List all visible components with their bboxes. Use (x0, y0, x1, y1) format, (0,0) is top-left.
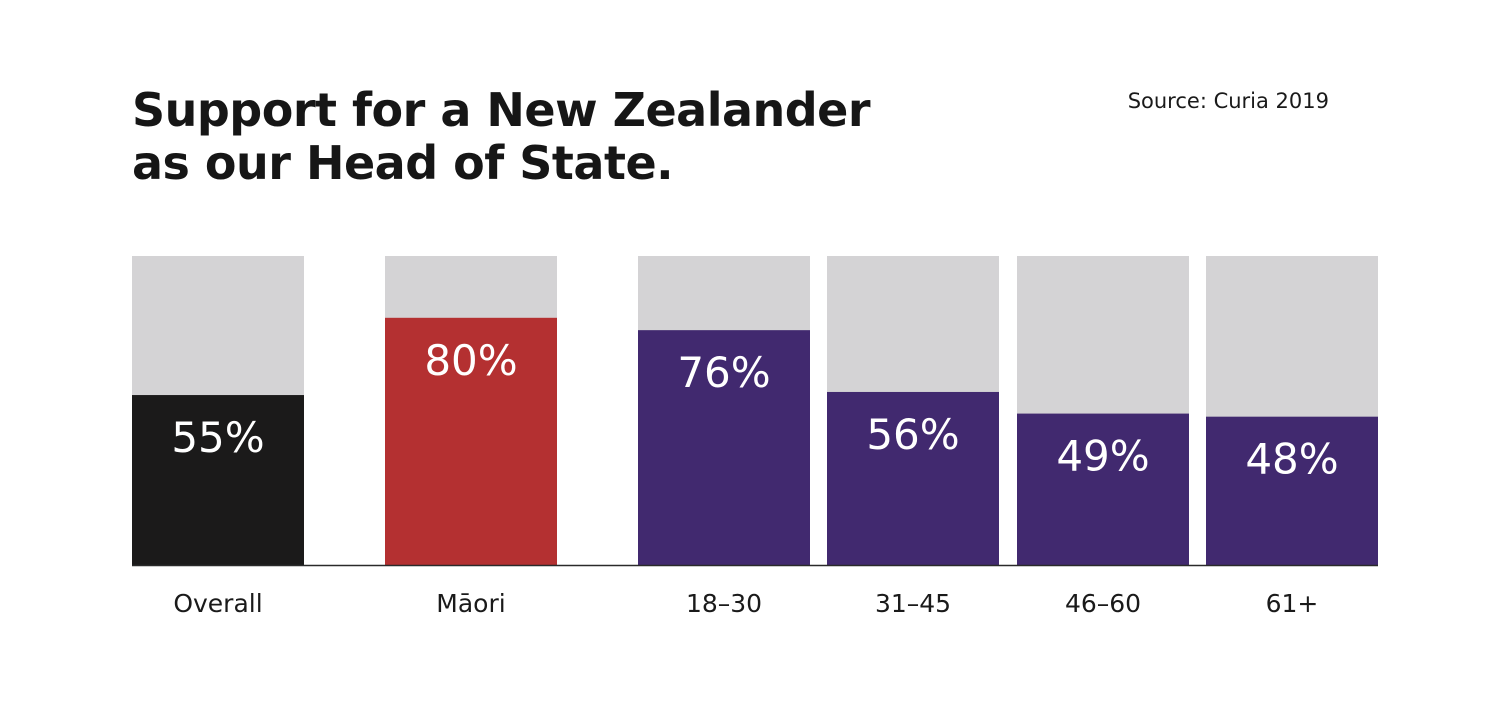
value-label-5: 48% (1245, 435, 1338, 484)
value-label-4: 49% (1056, 432, 1149, 481)
bar-4 (1017, 413, 1189, 565)
category-label-0: Overall (173, 589, 262, 618)
value-label-3: 56% (866, 410, 959, 459)
category-label-5: 61+ (1266, 589, 1319, 618)
category-label-1: Māori (436, 589, 505, 618)
bar-5 (1206, 416, 1378, 565)
chart-title: Support for a New Zealander as our Head … (132, 83, 871, 190)
category-label-3: 31–45 (875, 589, 951, 618)
value-label-1: 80% (424, 336, 517, 385)
category-label-2: 18–30 (686, 589, 762, 618)
chart-title-line-2: as our Head of State. (132, 136, 674, 190)
bar-0 (132, 395, 304, 565)
bar-3 (827, 391, 999, 565)
value-label-0: 55% (171, 413, 264, 462)
source-note: Source: Curia 2019 (1127, 89, 1329, 113)
chart-title-line-1: Support for a New Zealander (132, 83, 871, 137)
bar-1 (385, 317, 557, 565)
value-label-2: 76% (677, 348, 770, 397)
bar-2 (638, 330, 810, 565)
category-label-4: 46–60 (1065, 589, 1141, 618)
